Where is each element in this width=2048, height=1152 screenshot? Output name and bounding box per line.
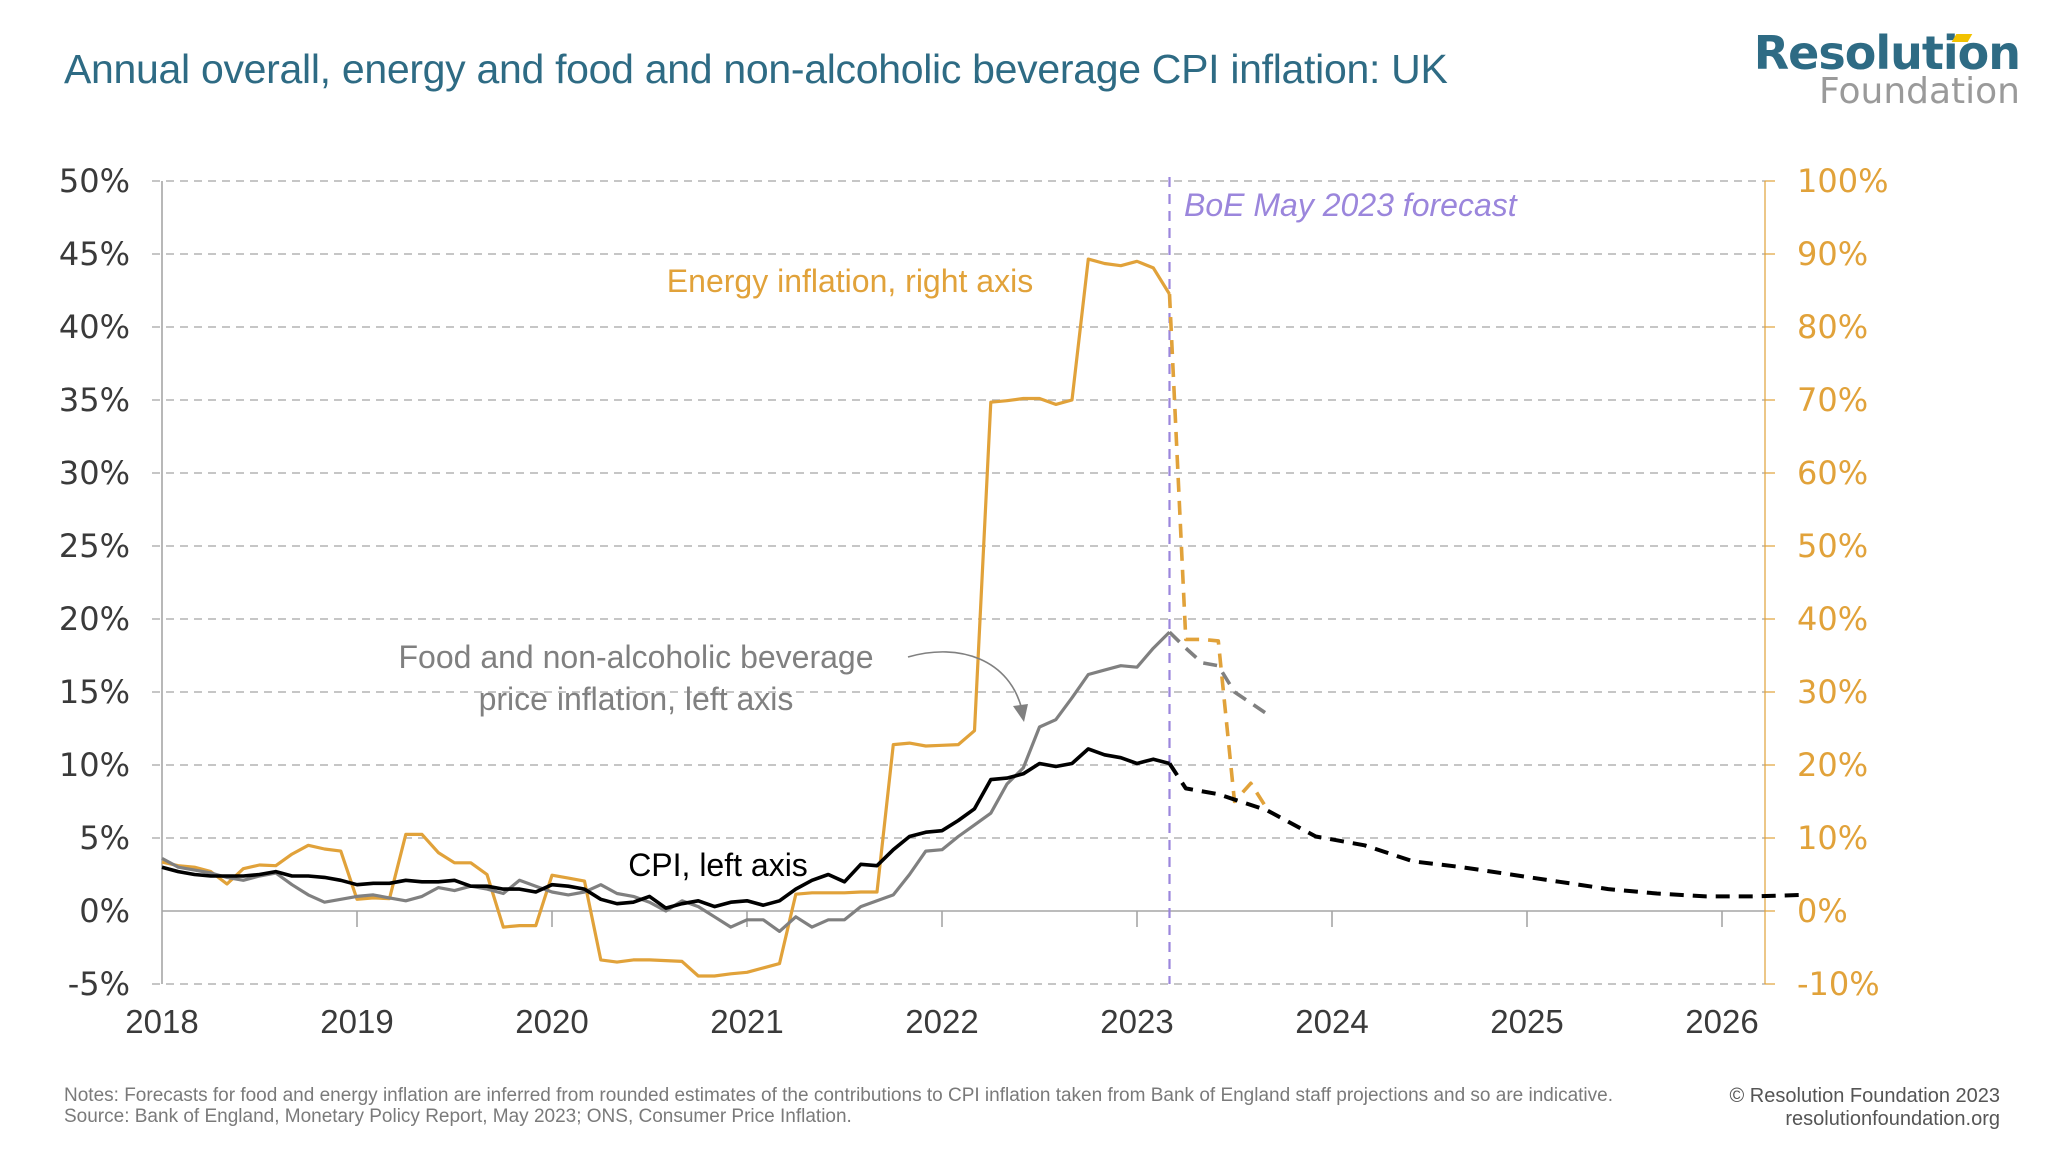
right-tick-label: 90% (1797, 235, 1868, 273)
footer-credits: © Resolution Foundation 2023 resolutionf… (1730, 1085, 2000, 1131)
energy-inflation-forecast-line (1167, 294, 1269, 810)
notes-text: Notes: Forecasts for food and energy inf… (64, 1085, 1614, 1106)
forecast-label: BoE May 2023 forecast (1184, 187, 1518, 223)
logo-sub-text: Foundation (1819, 71, 2020, 112)
x-tick-label: 2018 (125, 1003, 198, 1040)
x-tick-label: 2019 (320, 1003, 393, 1040)
axes (161, 180, 1775, 985)
source-text: Source: Bank of England, Monetary Policy… (64, 1106, 852, 1127)
left-tick-label: 15% (59, 673, 130, 711)
x-tick-label: 2020 (515, 1003, 588, 1040)
footer-notes: Notes: Forecasts for food and energy inf… (64, 1085, 1674, 1127)
right-y-axis-ticks: -10% 0% 10% 20% 30% 40% 50% 60% 70% 80% 90% 100% (1797, 162, 1888, 1003)
left-tick-label: 20% (59, 600, 130, 638)
right-tick-label: 40% (1797, 600, 1868, 638)
left-tick-label: 25% (59, 527, 130, 565)
food-and-non-alcoholic-beverage-price-inflation-actual-line (161, 630, 1171, 934)
food-label-line2: price inflation, left axis (479, 681, 794, 717)
series-lines (161, 257, 1804, 978)
right-tick-label: 50% (1797, 527, 1868, 565)
x-tick-label: 2026 (1685, 1003, 1758, 1040)
cpi-label: CPI, left axis (628, 847, 808, 883)
x-tick-label: 2024 (1295, 1003, 1368, 1040)
left-tick-label: 5% (79, 819, 130, 857)
website-link[interactable]: resolutionfoundation.org (1785, 1108, 2000, 1130)
copyright-text: © Resolution Foundation 2023 (1729, 1085, 2000, 1107)
left-tick-label: 0% (79, 892, 130, 930)
resolution-foundation-logo: Resolution Foundation (1754, 30, 2021, 112)
right-tick-label: 0% (1797, 892, 1848, 930)
gridlines (152, 180, 1765, 985)
energy-label: Energy inflation, right axis (667, 263, 1033, 299)
x-axis-ticks: 2018 2019 2020 2021 2022 2023 2024 2025 2026 (125, 1003, 1758, 1040)
arrowhead-icon (1013, 704, 1028, 722)
left-tick-label: 50% (59, 162, 130, 200)
right-tick-label: 70% (1797, 381, 1868, 419)
x-tick-label: 2021 (710, 1003, 783, 1040)
left-tick-label: 40% (59, 308, 130, 346)
logo-main-label: Resolution (1753, 26, 2021, 80)
food-annotation-arrow (907, 651, 1023, 711)
cpi-forecast-line (1167, 762, 1804, 899)
food-and-non-alcoholic-beverage-price-inflation-forecast-line (1168, 630, 1269, 716)
annotations: Energy inflation, right axis Food and no… (399, 187, 1518, 883)
x-tick-label: 2022 (905, 1003, 978, 1040)
right-tick-label: 10% (1797, 819, 1868, 857)
right-tick-label: 80% (1797, 308, 1868, 346)
right-tick-label: 20% (1797, 746, 1868, 784)
chart-title: Annual overall, energy and food and non-… (64, 46, 1448, 92)
food-label-line1: Food and non-alcoholic beverage (399, 639, 874, 675)
left-tick-label: 45% (59, 235, 130, 273)
left-tick-label: -5% (68, 965, 130, 1003)
right-tick-label: -10% (1797, 965, 1880, 1003)
right-tick-label: 30% (1797, 673, 1868, 711)
left-y-axis-ticks: -5% 0% 5% 10% 15% 20% 25% 30% 35% 40% 45% 50% (59, 162, 130, 1003)
right-tick-label: 100% (1797, 162, 1888, 200)
x-tick-label: 2025 (1490, 1003, 1563, 1040)
left-tick-label: 30% (59, 454, 130, 492)
logo-main-text: Resolution (1754, 30, 2021, 76)
left-tick-label: 10% (59, 746, 130, 784)
right-tick-label: 60% (1797, 454, 1868, 492)
x-tick-label: 2023 (1100, 1003, 1173, 1040)
left-tick-label: 35% (59, 381, 130, 419)
